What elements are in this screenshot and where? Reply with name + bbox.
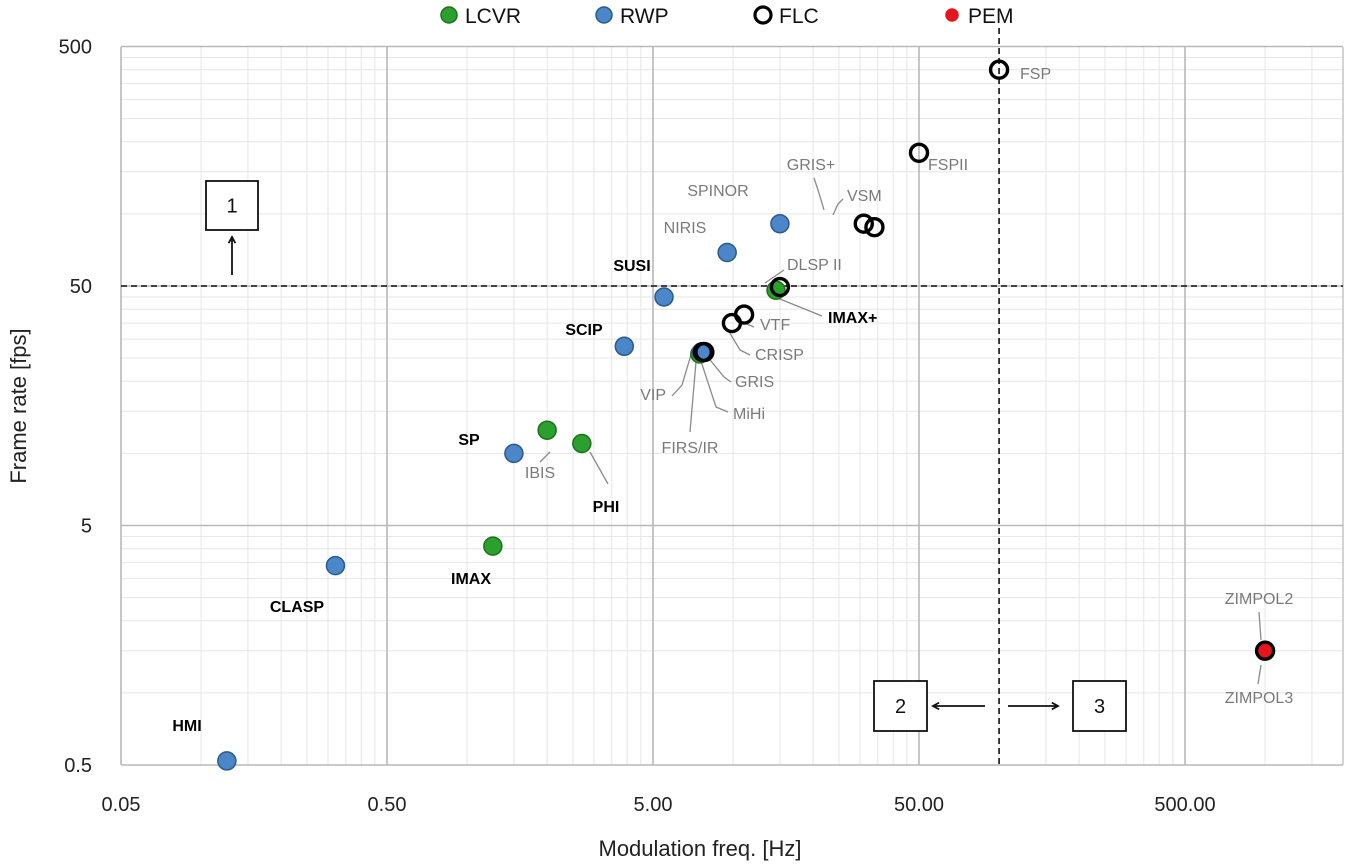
- point-fspii: [908, 142, 930, 163]
- arrow-left-head: [931, 701, 940, 711]
- legend-marker-flc: [753, 5, 773, 25]
- point-zimpol2: [1254, 640, 1276, 661]
- leader-line-zimpol2: [1258, 611, 1262, 641]
- x-tick-label: 500.00: [1154, 794, 1215, 816]
- leader-line-gris-: [813, 177, 825, 211]
- point-vsm: [864, 216, 885, 238]
- label-leader-lines: [539, 177, 1262, 685]
- point-vtf: [733, 304, 755, 325]
- annotations: 1 2 3: [205, 180, 1127, 732]
- x-tick-label: 0.05: [102, 794, 141, 816]
- point-susi: [654, 287, 674, 307]
- point-labels: HMI CLASP IMAX SP IBIS PHI SCIP SUSI VIP FIRS/IR G…: [172, 66, 1293, 735]
- label-mihi: MiHi: [733, 406, 765, 423]
- label-clasp: CLASP: [270, 599, 325, 616]
- point-mihi: [692, 341, 714, 363]
- leader-line-ibis: [539, 451, 551, 463]
- leader-line-zimpol3: [1257, 664, 1262, 685]
- legend-label-pem: PEM: [968, 5, 1014, 28]
- label-crisp: CRISP: [755, 347, 804, 364]
- leader-line-phi: [589, 451, 609, 485]
- point-sp: [504, 443, 524, 464]
- leader-line-crisp: [727, 329, 751, 356]
- arrow-right-head: [1051, 701, 1060, 711]
- leader-line-vip: [671, 347, 694, 397]
- x-tick-label: 50.00: [894, 794, 944, 816]
- annotation-box-2: [873, 680, 928, 732]
- leader-line-mihi: [697, 351, 729, 413]
- annotation-label-2: 2: [895, 696, 906, 718]
- legend-marker-lcvr: [440, 6, 458, 24]
- label-ibis: IBIS: [525, 465, 555, 482]
- label-firs-ir: FIRS/IR: [662, 440, 719, 457]
- label-spinor: SPINOR: [687, 183, 748, 200]
- legend-label-flc: FLC: [779, 5, 819, 28]
- leader-line-vsm: [832, 198, 844, 216]
- label-vip: VIP: [640, 387, 666, 404]
- point-imax: [483, 536, 503, 556]
- legend-marker-pem: [945, 8, 959, 22]
- x-axis-title: Modulation freq. [Hz]: [599, 836, 802, 861]
- arrow-up-head: [227, 235, 237, 244]
- point-hmi: [217, 751, 237, 771]
- leader-line-firs-ir: [689, 349, 698, 433]
- annotation-box-1: [205, 180, 259, 231]
- label-niris: NIRIS: [664, 220, 707, 237]
- major-gridlines: [120, 45, 1344, 766]
- legend-label-lcvr: LCVR: [465, 5, 521, 28]
- point-fsp: [988, 59, 1010, 80]
- legend-marker-rwp: [595, 6, 613, 24]
- point-spinor: [770, 213, 790, 234]
- point-phi: [572, 433, 592, 454]
- point-clasp: [325, 555, 346, 576]
- y-axis-title: Frame rate [fps]: [6, 328, 31, 483]
- label-vtf: VTF: [760, 317, 790, 334]
- point-ibis: [537, 420, 557, 440]
- point-scip: [614, 336, 635, 357]
- y-tick-label: 5: [81, 516, 92, 538]
- minor-gridlines: [121, 47, 1343, 765]
- reference-lines: [121, 28, 1343, 765]
- legend: LCVR RWP FLC PEM: [440, 5, 1014, 28]
- label-vsm: VSM: [847, 188, 882, 205]
- leader-line-dlsp-ii: [764, 269, 785, 284]
- annotation-label-3: 3: [1094, 696, 1105, 718]
- label-zimpol3: ZIMPOL3: [1225, 690, 1294, 707]
- label-susi: SUSI: [613, 258, 650, 275]
- label-phi: PHI: [593, 499, 620, 516]
- legend-label-rwp: RWP: [620, 5, 669, 28]
- x-tick-label: 5.00: [634, 794, 673, 816]
- label-sp: SP: [458, 432, 480, 449]
- x-tick-label: 0.50: [368, 794, 407, 816]
- annotation-label-1: 1: [226, 196, 237, 218]
- y-tick-label: 50: [70, 276, 92, 298]
- label-zimpol2: ZIMPOL2: [1225, 591, 1294, 608]
- point-gris-: [853, 213, 874, 234]
- label-gris: GRIS: [735, 374, 774, 391]
- label-imax: IMAX: [451, 571, 491, 588]
- y-tick-label: 500: [59, 37, 92, 59]
- y-tick-label: 0.5: [64, 755, 92, 777]
- label-scip: SCIP: [565, 322, 603, 339]
- label-imax-: IMAX+: [828, 310, 877, 327]
- label-hmi: HMI: [172, 718, 201, 735]
- label-dlsp-ii: DLSP II: [787, 257, 842, 274]
- label-fspii: FSPII: [928, 157, 968, 174]
- label-gris-: GRIS+: [787, 157, 835, 174]
- annotation-box-3: [1072, 680, 1127, 732]
- label-fsp: FSP: [1020, 66, 1051, 83]
- axis-ticks: 0.05 0.50 5.00 50.00 500.00 0.5 5 50 500: [59, 37, 1216, 817]
- point-dlsp-ii: [769, 276, 791, 298]
- data-points: [217, 59, 1276, 771]
- point-niris: [717, 242, 737, 263]
